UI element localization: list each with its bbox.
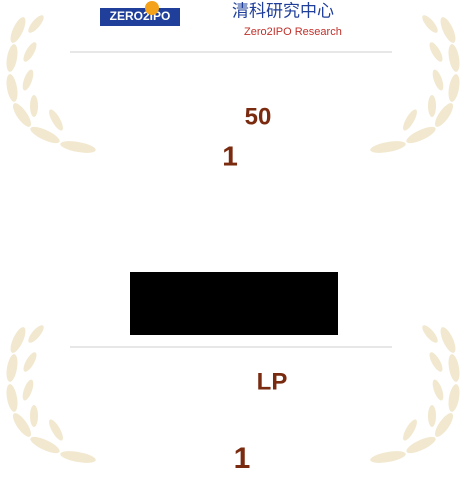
redacted-logo <box>130 272 338 335</box>
badge-top: ZERO2IPO 清科研究中心 Zero2IPO Research 50 1 <box>4 1 462 171</box>
logo-box <box>100 8 180 26</box>
badge-rank: 1 <box>234 442 251 475</box>
logo-cn: 清科研究中心 <box>232 1 334 20</box>
badge-title: 50 <box>245 103 272 130</box>
laurel-left <box>4 13 97 156</box>
badge-rank: 1 <box>222 140 238 171</box>
badge-title: LP <box>257 368 288 395</box>
laurel-left <box>4 323 97 466</box>
badge-bottom: LP 1 <box>4 272 462 475</box>
laurel-right <box>369 323 462 466</box>
logo-mark: ZERO2IPO <box>110 9 171 23</box>
logo-dot <box>145 1 159 15</box>
laurel-right <box>369 13 462 156</box>
logo-en: Zero2IPO Research <box>244 26 342 38</box>
